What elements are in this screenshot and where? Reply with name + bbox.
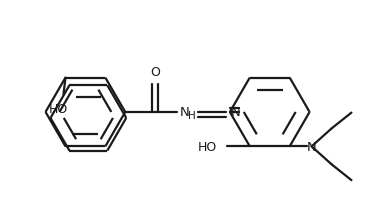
Text: HO: HO xyxy=(49,103,68,116)
Text: N: N xyxy=(231,106,241,119)
Text: H: H xyxy=(188,111,196,121)
Text: HO: HO xyxy=(198,141,217,154)
Text: N: N xyxy=(307,141,316,154)
Text: O: O xyxy=(150,66,160,79)
Text: N: N xyxy=(180,106,190,119)
